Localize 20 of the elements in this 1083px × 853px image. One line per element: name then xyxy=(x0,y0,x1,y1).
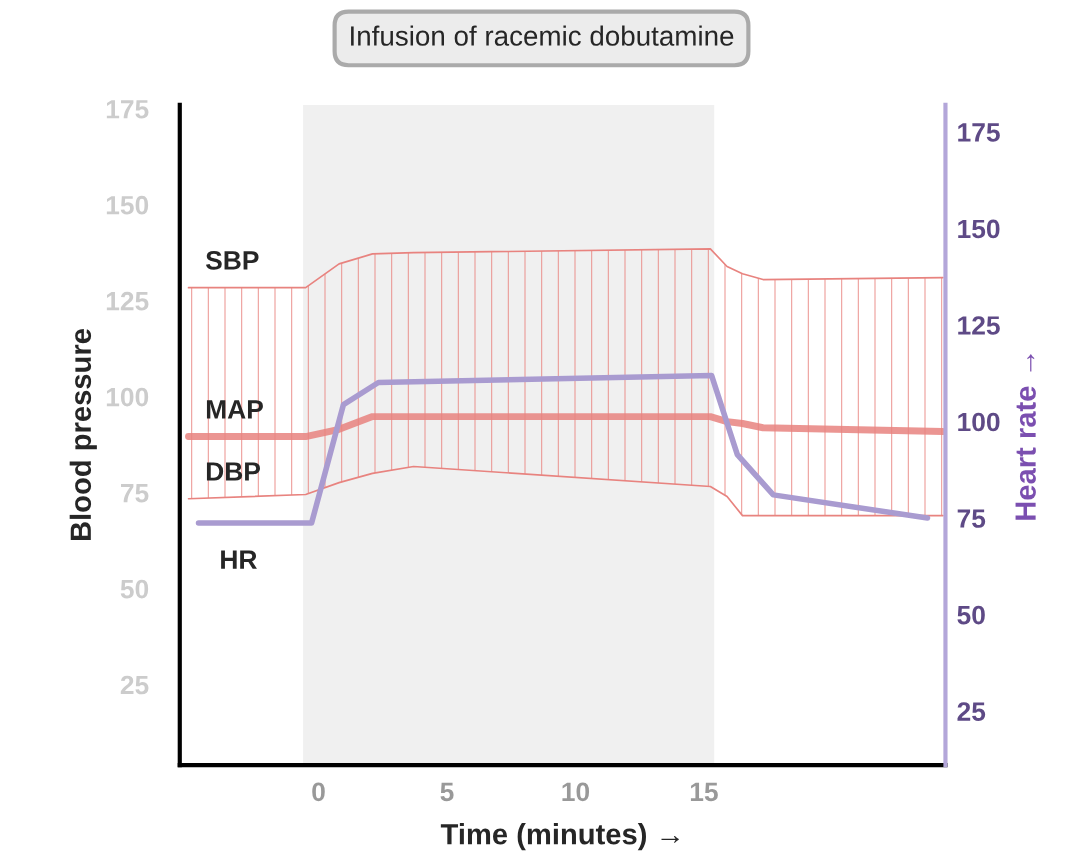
y2-tick-label: 175 xyxy=(958,123,1000,142)
x-axis-title: Time (minutes) → xyxy=(440,823,679,851)
y2-tick-label: 100 xyxy=(958,412,1000,432)
series-label: MAP xyxy=(206,400,263,419)
y2-axis-title: Heart rate → xyxy=(1015,354,1036,520)
y2-tick-label: 75 xyxy=(957,509,986,528)
y2-tick-label: 25 xyxy=(957,702,986,721)
chart-title: Infusion of racemic dobutamine xyxy=(351,25,734,46)
series-label: DBP xyxy=(206,462,260,481)
y2-tick-label: 50 xyxy=(957,605,985,625)
series-label: SBP xyxy=(205,251,259,270)
x-tick-label: 10 xyxy=(562,782,590,802)
x-tick-label: 15 xyxy=(690,782,718,802)
y-axis-title: Blood pressure xyxy=(69,329,97,541)
line-series xyxy=(187,248,944,289)
x-tick-label: 0 xyxy=(312,782,325,802)
y2-tick-label: 125 xyxy=(958,316,1000,335)
y2-tick-label: 150 xyxy=(958,219,1000,239)
x-tick-label: 5 xyxy=(440,782,454,802)
series-label: HR xyxy=(221,550,257,569)
